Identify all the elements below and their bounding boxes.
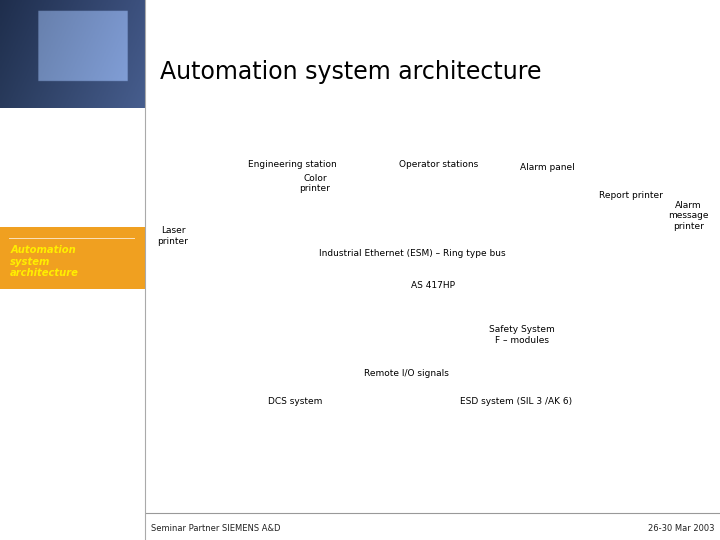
Text: Remote I/O signals: Remote I/O signals	[364, 369, 449, 378]
Text: Notes: Notes	[10, 381, 43, 391]
Text: Color
printer: Color printer	[300, 174, 330, 193]
Bar	[0, 227, 145, 289]
Text: SIEMENS: SIEMENS	[10, 507, 94, 525]
Text: Architecture: Architecture	[10, 319, 80, 329]
Text: Automation
system
architecture: Automation system architecture	[10, 245, 79, 279]
Text: Safety System: Safety System	[489, 325, 554, 334]
Text: ESD system (SIL 3 /AK 6): ESD system (SIL 3 /AK 6)	[460, 397, 572, 407]
Text: Process Flow
Sheet: Process Flow Sheet	[10, 186, 84, 208]
Text: DCS system: DCS system	[268, 397, 322, 407]
Text: Seminar Partner SIEMENS A&D: Seminar Partner SIEMENS A&D	[151, 524, 281, 533]
Text: Automation system architecture: Automation system architecture	[160, 60, 541, 84]
Text: Alarm
message
printer: Alarm message printer	[668, 201, 708, 231]
Text: Industrial Ethernet (ESM) – Ring type bus: Industrial Ethernet (ESM) – Ring type bu…	[319, 249, 506, 258]
Text: Alarm panel: Alarm panel	[521, 163, 575, 172]
Text: 26-30 Mar 2003: 26-30 Mar 2003	[648, 524, 714, 533]
Text: F – modules: F – modules	[495, 336, 549, 345]
Text: Engineering station: Engineering station	[248, 160, 336, 169]
Text: AS 417HP: AS 417HP	[410, 281, 455, 291]
Text: About the Project: About the Project	[10, 117, 109, 126]
Text: Report printer: Report printer	[599, 191, 663, 200]
Text: Operator stations: Operator stations	[399, 160, 478, 169]
Text: Laser
printer: Laser printer	[158, 226, 189, 246]
Text: Automation and Drives: Automation and Drives	[608, 9, 711, 17]
